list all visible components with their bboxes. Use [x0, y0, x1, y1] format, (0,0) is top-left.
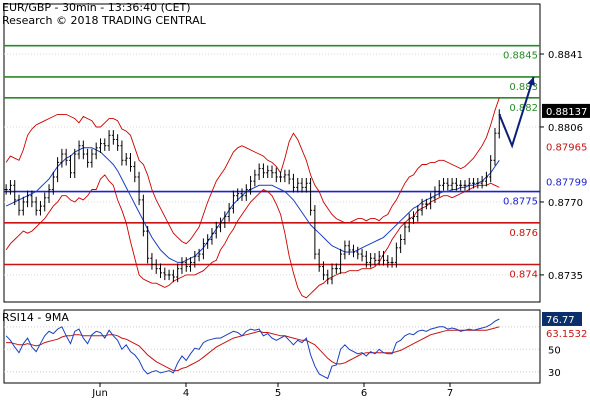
price-axis-label: 0.8841 — [548, 50, 583, 61]
time-axis-label: 6 — [361, 388, 367, 399]
chart-title: EUR/GBP - 30min - 13:36:40 (CET) — [2, 1, 191, 14]
lower-bollinger-band — [5, 174, 500, 299]
price-axis: 0.8841 0.8806 0.8770 0.8735 — [540, 50, 583, 282]
upper-bollinger-band — [5, 97, 500, 245]
price-badges: 0.88137 0.87965 0.87799 — [542, 103, 590, 189]
level-label: 0.8775 — [503, 197, 538, 208]
level-label: 0.876 — [509, 228, 538, 239]
chart-copyright: Research © 2018 TRADING CENTRAL — [2, 14, 206, 27]
price-axis-label: 0.8806 — [548, 123, 583, 134]
price-grid — [4, 53, 540, 276]
projection-path — [498, 76, 535, 149]
level-badge: 0.87965 — [546, 143, 587, 154]
bollinger-bands — [5, 97, 500, 299]
time-axis-label: 7 — [447, 388, 453, 399]
rsi-axis-label: 50 — [548, 345, 561, 356]
rsi-title: RSI14 - 9MA — [2, 311, 69, 324]
level-badge-bg — [542, 139, 590, 154]
rsi-line — [5, 318, 500, 380]
price-panel — [3, 3, 541, 303]
time-axis: Jun 4 5 6 7 — [91, 383, 453, 399]
rsi-axis-label: 30 — [548, 368, 561, 379]
level-label: 0.8845 — [503, 51, 538, 62]
projection-arrowhead — [527, 76, 535, 86]
time-axis-label: Jun — [91, 388, 108, 399]
level-badge-bg — [542, 174, 590, 189]
last-price-badge: 0.88137 — [546, 107, 587, 118]
rsi-value-badge-bg — [542, 311, 582, 326]
price-axis-label: 0.8735 — [548, 271, 583, 282]
time-axis-label: 5 — [275, 388, 281, 399]
price-axis-label: 0.8770 — [548, 198, 583, 209]
rsi-ma-badge-bg — [542, 325, 590, 340]
rsi-ma-badge: 63.1532 — [546, 329, 587, 340]
price-panel-frame — [3, 3, 541, 303]
price-series — [4, 109, 501, 285]
rsi-ma-line — [6, 326, 500, 372]
level-badge: 0.87799 — [546, 177, 587, 188]
moving-average-line — [5, 147, 500, 263]
level-label: 0.874 — [509, 269, 538, 280]
rsi-value-badge: 76.77 — [546, 315, 575, 326]
last-price-badge-bg — [542, 103, 590, 118]
rsi-panel-frame — [3, 309, 541, 384]
level-label: 0.883 — [509, 82, 538, 93]
time-axis-label: 4 — [183, 388, 189, 399]
price-projection — [498, 76, 535, 149]
